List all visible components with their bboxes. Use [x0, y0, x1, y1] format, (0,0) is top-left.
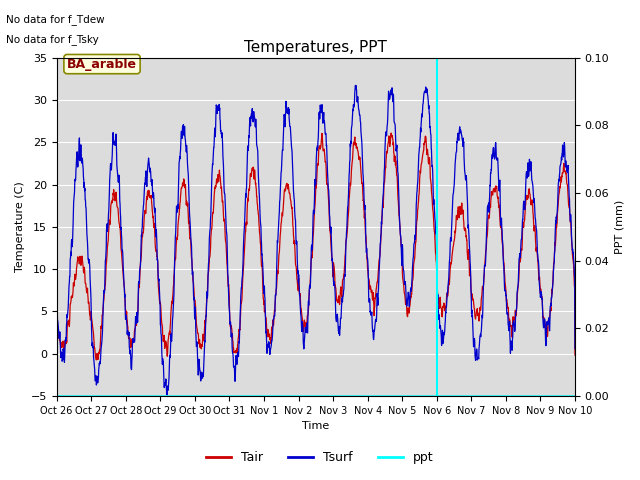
- Text: No data for f_Tdew: No data for f_Tdew: [6, 14, 105, 25]
- Title: Temperatures, PPT: Temperatures, PPT: [244, 40, 387, 55]
- Text: No data for f_Tsky: No data for f_Tsky: [6, 34, 99, 45]
- Y-axis label: Temperature (C): Temperature (C): [15, 181, 25, 272]
- Y-axis label: PPT (mm): PPT (mm): [615, 200, 625, 254]
- Text: BA_arable: BA_arable: [67, 58, 137, 71]
- Legend: Tair, Tsurf, ppt: Tair, Tsurf, ppt: [202, 446, 438, 469]
- X-axis label: Time: Time: [302, 421, 330, 432]
